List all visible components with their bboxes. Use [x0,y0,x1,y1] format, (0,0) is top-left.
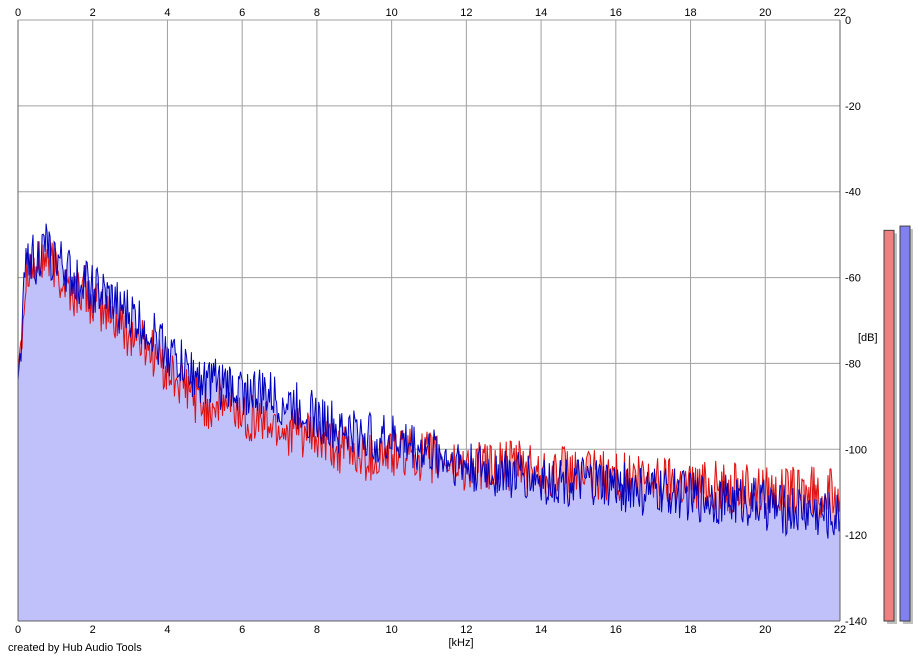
x-tick-label-bottom: 16 [610,624,622,636]
x-tick-label-bottom: 4 [164,624,170,636]
x-tick-label-bottom: 20 [759,624,771,636]
level-meter-bar [883,229,895,622]
y-tick-label: -120 [845,530,867,542]
x-tick-label-bottom: 10 [386,624,398,636]
y-tick-label: -60 [845,273,861,285]
y-tick-label: -140 [845,616,867,628]
spectrum-lines [17,223,841,539]
x-tick-label-bottom: 22 [834,624,846,636]
x-tick-label-top: 8 [314,7,320,19]
x-ticks-top: 0 2 4 6 8 10 12 14 16 18 20 22 [15,7,846,19]
spectrum-areas [18,223,840,621]
x-tick-label-top: 0 [15,7,21,19]
x-tick-label-top: 12 [460,7,472,19]
x-tick-label-top: 18 [684,7,696,19]
x-tick-label-bottom: 8 [314,624,320,636]
x-tick-label-bottom: 12 [460,624,472,636]
x-tick-label-bottom: 2 [90,624,96,636]
y-tick-label: 0 [845,15,851,27]
y-tick-label: -80 [845,358,861,370]
y-tick-label: -40 [845,187,861,199]
x-tick-label-top: 22 [834,7,846,19]
x-tick-label-top: 2 [90,7,96,19]
x-ticks-bottom: 0 2 4 6 8 10 12 14 16 18 20 22 [15,624,846,636]
x-tick-label-bottom: 0 [15,624,21,636]
y-axis-label: [dB] [858,332,878,344]
level-meter-bar [899,225,911,622]
x-tick-label-top: 4 [164,7,170,19]
x-axis-label: [kHz] [448,637,473,649]
series-line-2 [17,223,841,539]
x-tick-label-bottom: 18 [684,624,696,636]
series-line-1 [17,239,841,518]
x-tick-label-top: 6 [239,7,245,19]
x-tick-label-top: 16 [610,7,622,19]
x-tick-label-top: 14 [535,7,547,19]
x-tick-label-top: 20 [759,7,771,19]
x-tick-label-bottom: 14 [535,624,547,636]
y-ticks: 0 -20 -40 -60 -80 -100 -120 -140 [845,15,867,628]
y-tick-label: -100 [845,444,867,456]
level-meters [883,225,913,625]
credit-text: created by Hub Audio Tools [8,642,142,654]
series-area-2 [18,223,840,621]
x-tick-label-bottom: 6 [239,624,245,636]
y-tick-label: -20 [845,101,861,113]
x-tick-label-top: 10 [386,7,398,19]
plot-frame [17,20,841,622]
